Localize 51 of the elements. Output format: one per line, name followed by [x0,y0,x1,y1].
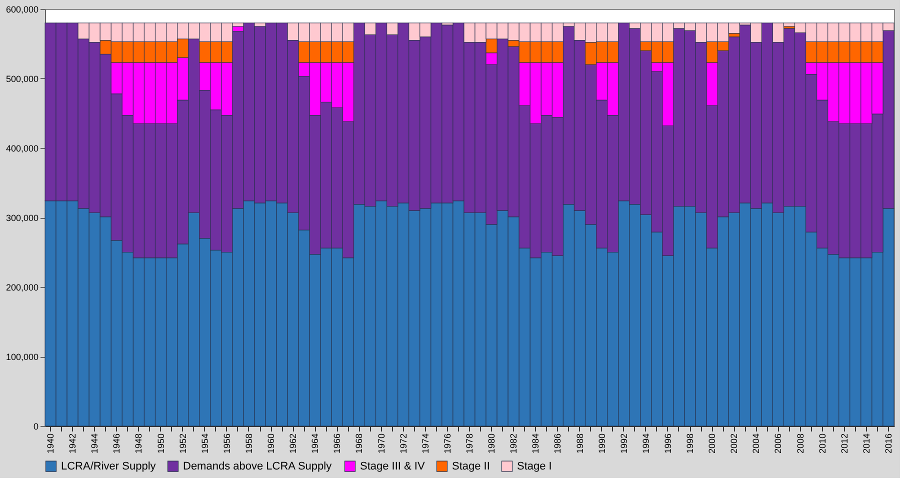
legend-label: Demands above LCRA Supply [183,460,332,472]
x-tick-label: 1946 [112,434,122,454]
x-tick-label: 1956 [222,434,232,454]
y-tick-label: 500,000 [6,74,38,84]
x-tick-label: 1984 [530,434,541,454]
legend-label: Stage II [452,460,490,472]
x-tick-label: 1996 [662,434,673,454]
x-tick-label: 1994 [640,434,651,454]
x-tick-label: 1942 [68,434,78,454]
x-tick-label: 1966 [332,434,342,454]
legend-label: LCRA/River Supply [61,460,156,472]
x-tick-label: 1976 [442,434,452,454]
x-tick-label: 2006 [773,434,784,454]
x-tick-label: 2002 [729,434,740,454]
x-tick-label: 2010 [817,434,828,454]
x-tick-label: 1958 [244,434,254,454]
x-tick-label: 1962 [288,434,298,454]
y-tick-label: 200,000 [6,282,38,292]
y-tick-label: 100,000 [6,352,38,362]
x-tick-label: 1952 [178,434,188,454]
y-tick-label: 400,000 [6,144,38,154]
x-tick-label: 1944 [90,434,100,454]
x-tick-label: 1978 [464,434,474,454]
x-tick-label: 1986 [552,434,563,454]
x-tick-label: 1940 [46,434,56,454]
x-tick-label: 2014 [861,434,872,454]
x-tick-label: 2016 [883,434,894,454]
x-tick-label: 1960 [266,434,276,454]
legend-label: Stage III & IV [360,460,426,472]
x-tick-label: 1988 [574,434,585,454]
x-tick-label: 1992 [618,434,629,454]
y-tick-label: 600,000 [6,4,38,14]
x-tick-label: 2000 [707,434,718,454]
y-tick-label: 0 [33,422,38,432]
x-tick-label: 1974 [420,434,430,454]
x-tick-label: 1972 [398,434,408,454]
x-tick-label: 1968 [354,434,364,454]
x-tick-label: 1980 [486,434,497,454]
x-tick-label: 1964 [310,434,320,454]
x-tick-label: 1954 [200,434,210,454]
x-tick-label: 1982 [508,434,519,454]
x-tick-label: 1950 [156,434,166,454]
x-tick-label: 1998 [685,434,696,454]
x-tick-label: 2004 [751,434,762,454]
x-tick-label: 1990 [596,434,607,454]
x-tick-label: 2008 [795,434,806,454]
x-tick-label: 1970 [376,434,386,454]
y-tick-label: 300,000 [6,213,38,223]
x-tick-label: 2012 [839,434,850,454]
legend-label: Stage I [517,460,552,472]
x-tick-label: 1948 [134,434,144,454]
